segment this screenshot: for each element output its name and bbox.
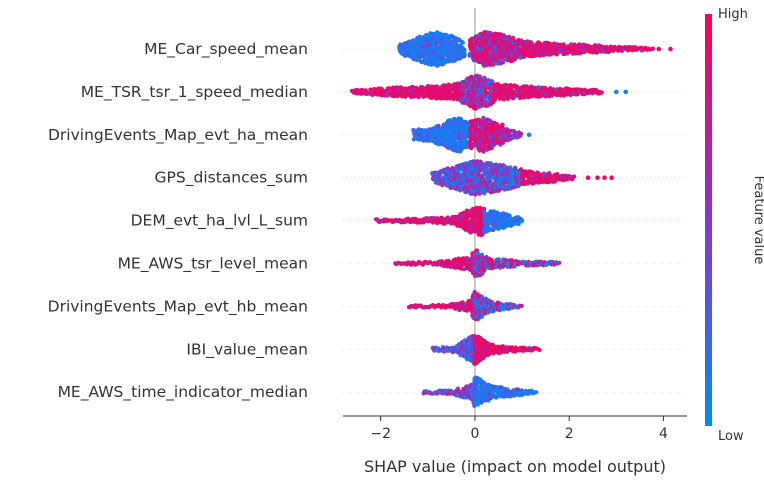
outlier-dot xyxy=(526,132,532,138)
shap-dot xyxy=(392,94,397,99)
shap-dot xyxy=(458,90,463,95)
feature-row-dots xyxy=(393,248,562,278)
outlier-dot xyxy=(614,89,619,95)
beeswarm-dots xyxy=(349,30,673,408)
shap-dot xyxy=(519,219,524,224)
shap-dot xyxy=(416,95,421,100)
feature-row-dots xyxy=(430,159,614,197)
outlier-dot xyxy=(595,175,600,180)
shap-dot xyxy=(541,52,546,57)
shap-dot xyxy=(516,42,521,47)
feature-row-dots xyxy=(397,30,673,68)
outlier-dot xyxy=(656,46,662,52)
shap-dot xyxy=(522,95,527,100)
shap-dot xyxy=(462,49,467,54)
shap-dot xyxy=(561,42,566,47)
outlier-dot xyxy=(609,175,614,180)
shap-dot xyxy=(492,97,497,102)
shap-dot xyxy=(572,174,577,179)
shap-dot xyxy=(460,40,465,45)
outlier-dot xyxy=(668,46,673,52)
feature-row-dots xyxy=(349,73,629,111)
shap-dot xyxy=(519,131,524,136)
outlier-dot xyxy=(585,175,591,180)
shap-dot xyxy=(483,86,488,91)
shap-dot xyxy=(479,252,484,257)
feature-row-dots xyxy=(411,115,532,154)
shap-dot xyxy=(651,46,656,51)
shap-dot xyxy=(426,83,431,89)
shap-dot xyxy=(500,123,505,129)
outlier-dot xyxy=(602,175,607,180)
shap-dot xyxy=(542,85,548,90)
shap-dot xyxy=(599,90,604,95)
shap-dot xyxy=(410,84,415,89)
shap-dot xyxy=(611,48,616,53)
shap-dot xyxy=(477,74,482,79)
outlier-dot xyxy=(623,89,629,95)
shap-dot xyxy=(462,52,467,58)
shap-dot xyxy=(436,123,441,128)
feature-row-dots xyxy=(373,205,525,238)
shap-dot xyxy=(510,35,516,40)
